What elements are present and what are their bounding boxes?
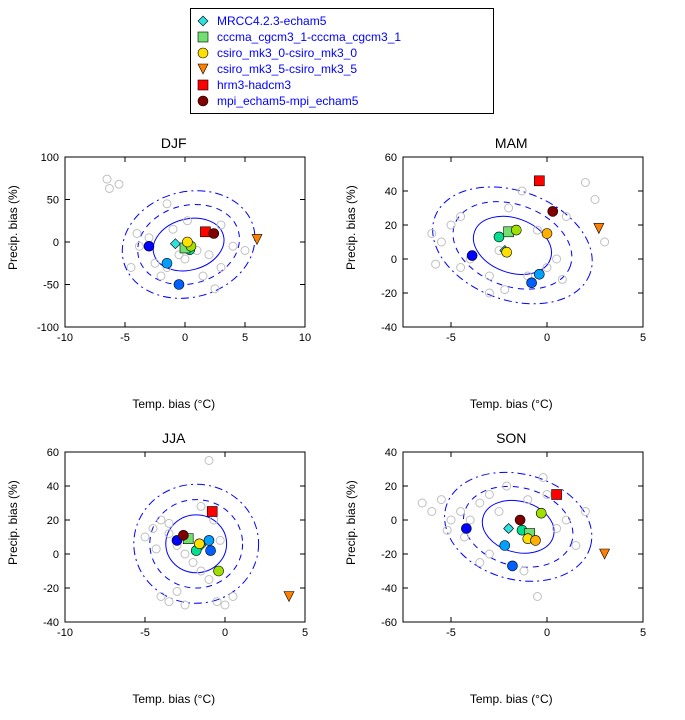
svg-text:50: 50: [47, 195, 59, 207]
svg-text:0: 0: [390, 515, 396, 527]
svg-text:-20: -20: [43, 583, 59, 595]
panel-JJA: JJAPrecip. bias (%)Temp. bias (°C)-10-50…: [15, 430, 333, 700]
x-axis-label: Temp. bias (°C): [15, 397, 333, 411]
svg-text:-40: -40: [43, 617, 59, 629]
svg-text:5: 5: [639, 627, 645, 639]
svg-text:0: 0: [53, 237, 59, 249]
legend-item: cccma_cgcm3_1-cccma_cgcm3_1: [197, 29, 487, 45]
legend-label: cccma_cgcm3_1-cccma_cgcm3_1: [217, 29, 401, 45]
legend-label: csiro_mk3_0-csiro_mk3_0: [217, 45, 357, 61]
legend-label: mpi_echam5-mpi_echam5: [217, 93, 358, 109]
legend-swatch: [197, 95, 209, 107]
y-axis-label: Precip. bias (%): [344, 480, 358, 565]
svg-text:40: 40: [384, 186, 396, 198]
panel-DJF: DJFPrecip. bias (%)Temp. bias (°C)-10-50…: [15, 135, 333, 405]
panel-title: SON: [353, 430, 671, 446]
svg-text:-5: -5: [446, 332, 456, 344]
legend-swatch: [197, 47, 209, 59]
panel-title: JJA: [15, 430, 333, 446]
chart-svg: -10-50510-100-50050100: [15, 135, 315, 365]
svg-text:100: 100: [41, 152, 59, 164]
svg-text:0: 0: [222, 627, 228, 639]
legend-label: MRCC4.2.3-echam5: [217, 13, 326, 29]
svg-text:5: 5: [242, 332, 248, 344]
panel-title: DJF: [15, 135, 333, 151]
svg-text:-5: -5: [140, 627, 150, 639]
svg-text:0: 0: [543, 332, 549, 344]
legend-swatch: [197, 15, 209, 27]
chart-svg: -5 0 5 -40 -20 0 20 40 60: [353, 135, 653, 365]
svg-text:-40: -40: [381, 322, 397, 334]
svg-text:0: 0: [53, 549, 59, 561]
svg-text:40: 40: [384, 447, 396, 459]
legend-item: hrm3-hadcm3: [197, 77, 487, 93]
svg-text:60: 60: [47, 447, 59, 459]
svg-text:10: 10: [299, 332, 311, 344]
panel-grid: DJFPrecip. bias (%)Temp. bias (°C)-10-50…: [0, 135, 685, 720]
legend-item: csiro_mk3_0-csiro_mk3_0: [197, 45, 487, 61]
panel-MAM: MAMPrecip. bias (%)Temp. bias (°C)-505-4…: [353, 135, 671, 405]
svg-text:-40: -40: [381, 583, 397, 595]
svg-text:20: 20: [47, 515, 59, 527]
legend-label: hrm3-hadcm3: [217, 77, 291, 93]
svg-text:-60: -60: [381, 617, 397, 629]
svg-text:-5: -5: [120, 332, 130, 344]
svg-text:-50: -50: [43, 280, 59, 292]
svg-text:-10: -10: [57, 332, 73, 344]
svg-text:-100: -100: [37, 322, 59, 334]
svg-text:5: 5: [302, 627, 308, 639]
y-axis-label: Precip. bias (%): [344, 185, 358, 270]
legend-item: MRCC4.2.3-echam5: [197, 13, 487, 29]
svg-text:0: 0: [182, 332, 188, 344]
x-axis-label: Temp. bias (°C): [353, 692, 671, 706]
legend-item: csiro_mk3_5-csiro_mk3_5: [197, 61, 487, 77]
svg-text:-5: -5: [446, 627, 456, 639]
legend-item: mpi_echam5-mpi_echam5: [197, 93, 487, 109]
legend-label: csiro_mk3_5-csiro_mk3_5: [217, 61, 357, 77]
svg-text:0: 0: [543, 627, 549, 639]
panel-title: MAM: [353, 135, 671, 151]
svg-text:-20: -20: [381, 549, 397, 561]
legend-swatch: [197, 63, 209, 75]
svg-text:20: 20: [384, 220, 396, 232]
legend-swatch: [197, 31, 209, 43]
svg-text:40: 40: [47, 481, 59, 493]
svg-text:5: 5: [639, 332, 645, 344]
x-axis-label: Temp. bias (°C): [353, 397, 671, 411]
chart-svg: -10 -5 0 5 -40 -20 0 20 40 60: [15, 430, 315, 660]
panel-SON: SONPrecip. bias (%)Temp. bias (°C)-505-6…: [353, 430, 671, 700]
svg-text:0: 0: [390, 254, 396, 266]
svg-text:-10: -10: [57, 627, 73, 639]
legend-box: MRCC4.2.3-echam5cccma_cgcm3_1-cccma_cgcm…: [190, 8, 494, 114]
y-axis-label: Precip. bias (%): [6, 185, 20, 270]
svg-text:60: 60: [384, 152, 396, 164]
svg-text:-20: -20: [381, 288, 397, 300]
svg-text:20: 20: [384, 481, 396, 493]
y-axis-label: Precip. bias (%): [6, 480, 20, 565]
legend-swatch: [197, 79, 209, 91]
chart-svg: -5 0 5 -60 -40 -20 0 20 40: [353, 430, 653, 660]
x-axis-label: Temp. bias (°C): [15, 692, 333, 706]
